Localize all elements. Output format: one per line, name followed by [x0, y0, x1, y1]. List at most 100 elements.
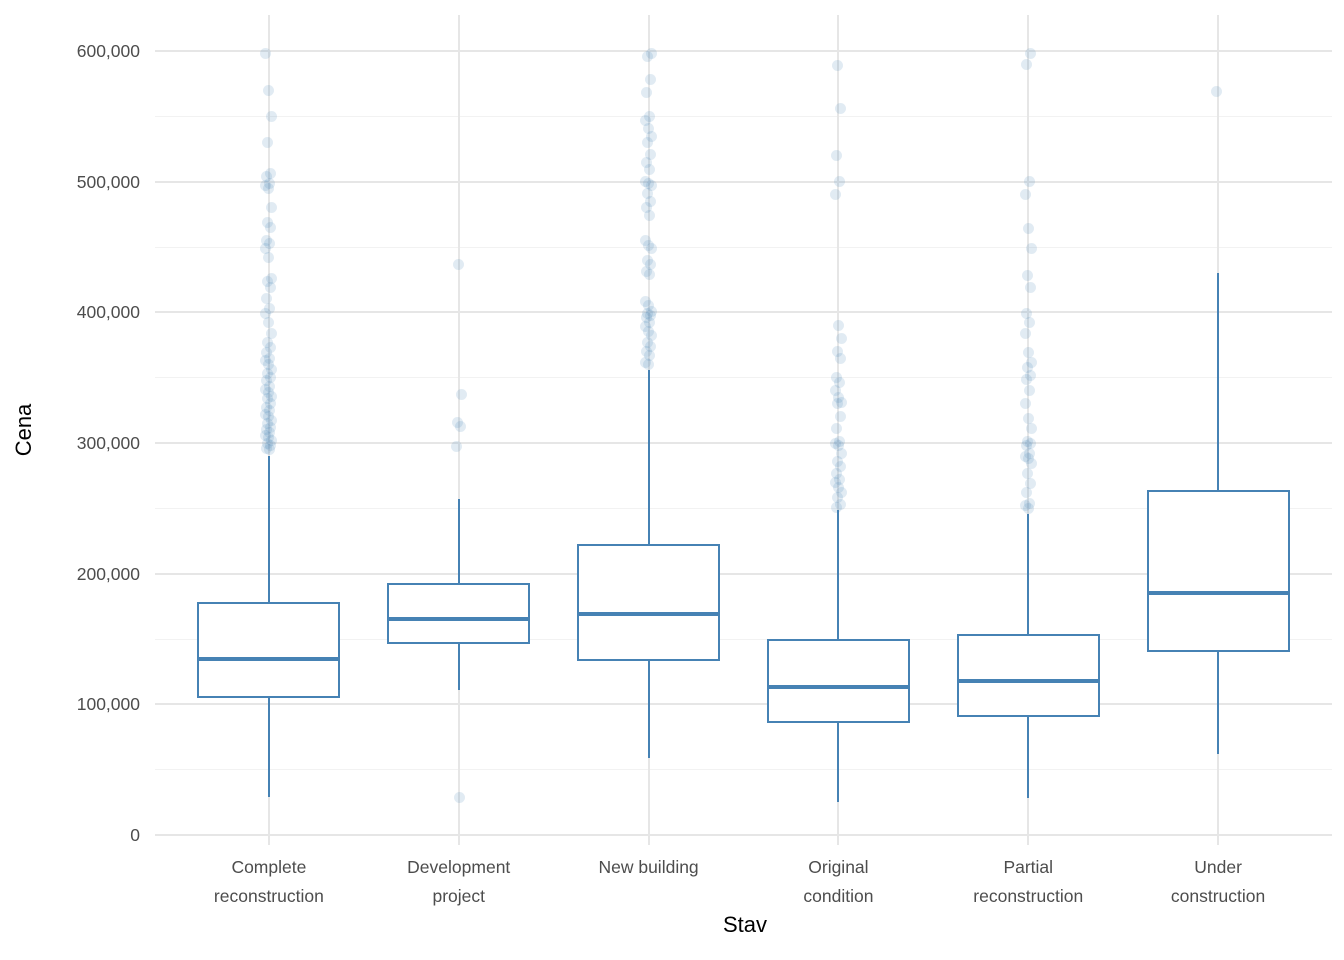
- outlier-point: [1023, 448, 1035, 459]
- outlier-point: [1023, 176, 1035, 188]
- gridline-major-h: [155, 834, 1332, 836]
- outlier-point: [646, 242, 658, 254]
- outlier-point: [642, 188, 654, 199]
- outlier-point: [1022, 412, 1034, 424]
- outlier-point: [260, 408, 272, 420]
- gridline-v: [457, 15, 460, 845]
- gridline-v: [837, 15, 840, 845]
- box-whisker-upper: [1027, 513, 1030, 634]
- outlier-point: [830, 501, 842, 513]
- outlier-point: [264, 302, 276, 314]
- outlier-point: [831, 398, 843, 410]
- x-tick-label-line: Original: [808, 857, 869, 877]
- outlier-point: [642, 50, 654, 62]
- x-tick-label-line: construction: [1170, 886, 1266, 906]
- outlier-point: [263, 411, 275, 423]
- outlier-point: [265, 421, 277, 433]
- outlier-point: [262, 437, 274, 449]
- outlier-point: [260, 180, 272, 192]
- outlier-point: [645, 340, 657, 352]
- outlier-point: [265, 372, 277, 384]
- x-tick-label: Partial reconstruction: [928, 853, 1128, 911]
- median-line: [766, 685, 910, 690]
- box-whisker-lower: [1217, 652, 1220, 754]
- outlier-point: [831, 59, 843, 71]
- outlier-point: [1025, 423, 1037, 435]
- outlier-point: [262, 336, 274, 348]
- box-whisker-lower: [267, 697, 270, 798]
- outlier-point: [266, 364, 278, 376]
- outlier-point: [261, 347, 273, 359]
- outlier-point: [835, 448, 847, 459]
- outlier-point: [263, 386, 275, 398]
- gridline-minor-h: [155, 115, 1332, 117]
- outlier-point: [829, 385, 841, 397]
- outlier-point: [646, 305, 658, 317]
- outlier-point: [1023, 317, 1035, 329]
- outlier-point: [644, 210, 656, 222]
- x-tick-label-line: Development: [407, 857, 511, 877]
- outlier-point: [830, 372, 842, 384]
- box-whisker-lower: [457, 644, 460, 690]
- outlier-point: [262, 393, 274, 405]
- outlier-point: [266, 272, 278, 284]
- outlier-point: [261, 374, 273, 386]
- x-tick-label-line: reconstruction: [973, 886, 1084, 906]
- outlier-point: [453, 258, 465, 270]
- outlier-point: [831, 492, 843, 504]
- outlier-point: [261, 424, 273, 436]
- outlier-point: [646, 330, 658, 342]
- outlier-point: [644, 164, 656, 176]
- outlier-point: [260, 48, 272, 60]
- gridline-minor-h: [155, 246, 1332, 248]
- outlier-point: [1210, 86, 1222, 98]
- outlier-point: [451, 441, 463, 453]
- outlier-point: [266, 202, 278, 214]
- outlier-point: [452, 416, 464, 428]
- outlier-point: [264, 404, 276, 416]
- y-tick-label: 400,000: [76, 302, 140, 323]
- gridline-major-h: [155, 180, 1332, 183]
- outlier-point: [1020, 373, 1032, 385]
- outlier-point: [265, 398, 277, 410]
- gridline-v: [267, 15, 270, 845]
- outlier-point: [642, 308, 654, 320]
- outlier-point: [833, 436, 845, 448]
- outlier-point: [455, 420, 467, 432]
- boxplot-box: [197, 602, 341, 698]
- x-tick-label-line: Partial: [1003, 857, 1054, 877]
- outlier-point: [266, 415, 278, 427]
- outlier-point: [833, 474, 845, 486]
- outlier-point: [1024, 369, 1036, 381]
- x-tick-label: Development project: [359, 853, 559, 911]
- x-tick-label-line: New building: [598, 857, 699, 877]
- outlier-point: [832, 319, 844, 331]
- outlier-point: [641, 266, 653, 278]
- outlier-point: [833, 377, 845, 389]
- outlier-point: [266, 327, 278, 339]
- outlier-point: [1025, 458, 1037, 470]
- outlier-point: [833, 176, 845, 188]
- outlier-point: [641, 202, 653, 214]
- outlier-point: [1019, 500, 1031, 512]
- outlier-point: [261, 235, 273, 247]
- x-tick-label-line: condition: [803, 886, 874, 906]
- outlier-point: [263, 182, 275, 194]
- boxplot-box: [766, 639, 910, 723]
- outlier-point: [645, 309, 657, 321]
- gridline-v: [1027, 15, 1030, 845]
- outlier-point: [1024, 282, 1036, 294]
- gridline-major-h: [155, 311, 1332, 314]
- outlier-point: [640, 176, 652, 188]
- outlier-point: [262, 137, 274, 149]
- outlier-point: [829, 437, 841, 449]
- outlier-point: [832, 391, 844, 403]
- outlier-point: [1021, 270, 1033, 282]
- outlier-point: [643, 326, 655, 338]
- outlier-point: [262, 216, 274, 228]
- outlier-point: [260, 355, 272, 367]
- outlier-point: [456, 389, 468, 401]
- median-line: [197, 656, 341, 661]
- outlier-point: [264, 352, 276, 364]
- box-whisker-lower: [1027, 717, 1030, 799]
